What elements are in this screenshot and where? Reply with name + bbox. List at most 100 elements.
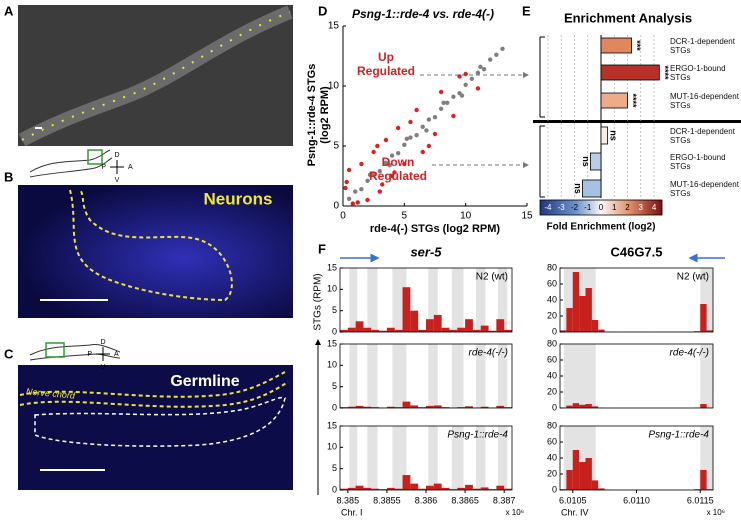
y-tick-label: 80 xyxy=(547,262,557,272)
coverage-bar xyxy=(441,407,450,408)
exon-band xyxy=(392,426,407,490)
point xyxy=(353,189,358,194)
point xyxy=(359,161,364,167)
category-label: ERGO-1-bound STGs xyxy=(670,63,726,82)
colorbar-tick-label: 3 xyxy=(639,203,644,212)
coverage-bar xyxy=(402,287,411,332)
exon-band xyxy=(476,426,486,490)
coverage-bar xyxy=(700,304,707,332)
y-tick-label: 40 xyxy=(547,452,557,462)
exon-band xyxy=(497,344,508,408)
point xyxy=(475,86,481,91)
panel-label: C xyxy=(4,346,14,361)
y-tick-label: 80 xyxy=(547,420,557,430)
coverage-bar xyxy=(394,329,403,332)
point xyxy=(475,70,481,76)
exon-band xyxy=(367,426,378,490)
chromosome-label: Chr. IV xyxy=(561,507,589,517)
x-tick-label: 8.386 xyxy=(415,495,438,505)
coverage-bar xyxy=(457,327,466,332)
point xyxy=(375,143,380,149)
coverage-bar xyxy=(700,404,707,408)
region-box xyxy=(87,149,103,165)
image-annotation: Nerve chord xyxy=(26,386,77,400)
point xyxy=(481,67,487,72)
y-tick-label: 10 xyxy=(327,360,337,370)
exon-band xyxy=(428,426,438,490)
coverage-bar xyxy=(465,319,473,332)
significance-label: **** xyxy=(660,65,670,80)
coverage-bar xyxy=(572,272,580,332)
point xyxy=(359,187,364,192)
coverage-bar xyxy=(386,487,395,490)
x-tick-label: 8.3865 xyxy=(451,495,479,505)
coverage-bar xyxy=(465,484,473,490)
coverage-bar xyxy=(394,407,403,408)
coverage-bar xyxy=(706,330,713,332)
x-unit-label: x 10⁶ xyxy=(506,508,524,517)
track-frame xyxy=(339,267,513,333)
point xyxy=(404,136,409,141)
worm-sketch xyxy=(29,149,113,178)
coverage-bar xyxy=(418,329,426,332)
chart-title: Enrichment Analysis xyxy=(564,10,692,25)
point xyxy=(414,133,419,138)
point xyxy=(463,71,468,77)
coverage-bar xyxy=(504,407,512,408)
point xyxy=(426,143,432,149)
orientation-label: D xyxy=(100,339,105,346)
orientation-label: P xyxy=(87,351,92,358)
y-tick-label: 60 xyxy=(547,436,557,446)
gene-title: ser-5 xyxy=(410,244,442,259)
point xyxy=(451,113,456,119)
y-tick-label: 0 xyxy=(552,326,557,336)
point xyxy=(420,149,425,155)
point xyxy=(371,171,376,176)
colorbar xyxy=(539,199,663,216)
point xyxy=(441,100,446,106)
coverage-bar xyxy=(386,406,395,408)
y-tick-label: 15 xyxy=(328,21,340,32)
coverage-bar xyxy=(371,488,380,490)
chart-title: Psng-1::rde-4 vs. rde-4(-) xyxy=(352,7,494,21)
coverage-bar xyxy=(426,485,434,490)
point xyxy=(457,74,462,79)
nerve-chord-outline xyxy=(19,381,289,408)
coverage-bar xyxy=(433,405,442,408)
coverage-bar xyxy=(579,296,586,332)
region-box xyxy=(45,342,65,358)
colorbar-tick-label: -1 xyxy=(584,203,592,212)
bar xyxy=(600,92,628,109)
point xyxy=(408,135,413,140)
colorbar-tick-label: -4 xyxy=(544,203,552,212)
x-tick-label: 8.3855 xyxy=(373,495,401,505)
point xyxy=(343,185,348,191)
x-tick-label: 0 xyxy=(340,211,346,222)
point xyxy=(438,106,444,112)
point xyxy=(469,76,474,82)
annotation: Down Regulated xyxy=(368,155,427,183)
coverage-bar xyxy=(394,488,403,490)
coverage-bar xyxy=(572,450,580,490)
coverage-bar xyxy=(700,470,707,490)
coverage-bar xyxy=(504,488,512,490)
coverage-bar xyxy=(363,487,372,490)
coverage-bar xyxy=(410,483,419,490)
y-tick-label: 0 xyxy=(332,326,337,336)
y-tick-label: 60 xyxy=(547,354,557,364)
exon-band xyxy=(428,344,438,408)
coverage-bar xyxy=(379,330,387,332)
point xyxy=(420,124,425,129)
panel-label: D xyxy=(318,3,327,18)
coverage-bar xyxy=(496,405,505,408)
coverage-bar xyxy=(379,489,387,490)
orientation-label: V xyxy=(115,177,120,184)
point xyxy=(424,128,429,133)
point xyxy=(371,149,376,155)
coverage-bar xyxy=(402,475,411,490)
y-tick-label: 15 xyxy=(327,262,337,272)
coverage-bar xyxy=(579,404,586,408)
image-title: Neurons xyxy=(204,189,273,208)
orientation-label: V xyxy=(101,364,106,371)
